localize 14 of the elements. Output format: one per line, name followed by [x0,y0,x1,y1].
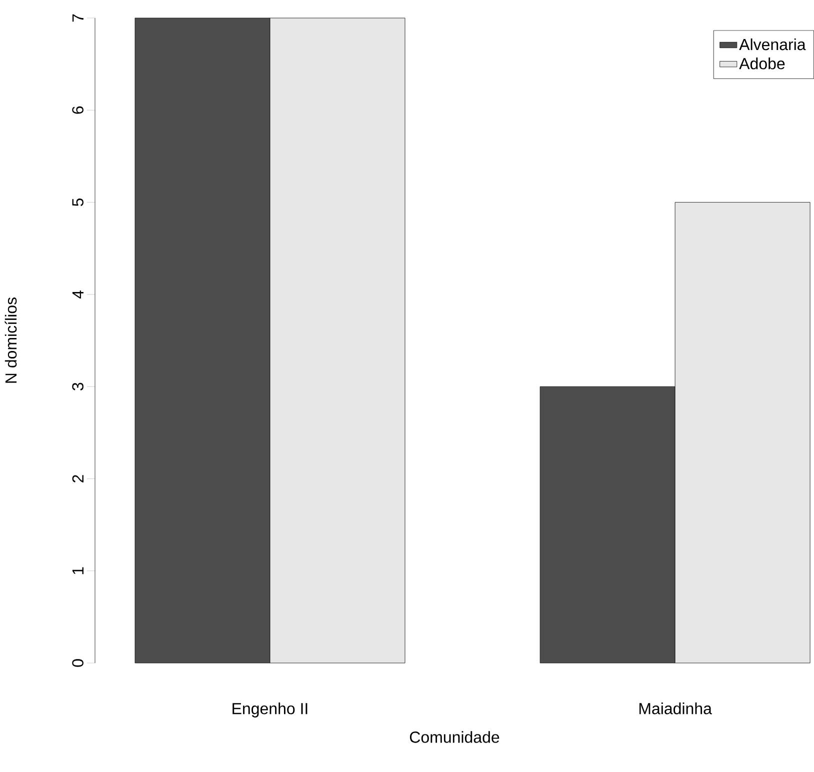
y-tick-label: 3 [72,382,84,390]
x-tick-label: Maiadinha [639,702,712,714]
legend-label: Adobe [739,58,785,70]
y-tick-label: 1 [72,567,84,574]
y-tick-label: 2 [72,475,84,482]
legend-label: Alvenaria [739,38,806,50]
y-tick-label: 7 [72,14,84,22]
y-tick-label: 4 [72,290,84,299]
x-axis-title: Comunidade [410,731,500,743]
y-tick-label: 0 [72,659,84,667]
y-axis-title: N domicílios [4,298,17,383]
y-tick-label: 5 [72,198,84,206]
x-tick-label: Engenho II [232,702,308,718]
y-tick-label: 6 [72,106,84,114]
